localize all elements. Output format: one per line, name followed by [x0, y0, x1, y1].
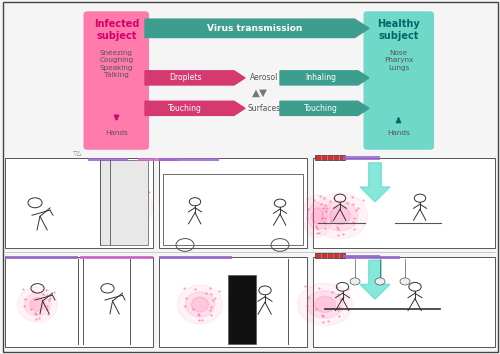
- Polygon shape: [280, 101, 369, 115]
- Ellipse shape: [312, 193, 368, 239]
- Text: Nose
Pharynx
Lungs: Nose Pharynx Lungs: [384, 50, 413, 70]
- Bar: [138, 158, 177, 161]
- Ellipse shape: [322, 201, 358, 231]
- Text: Aerosol: Aerosol: [250, 73, 278, 82]
- Bar: [5, 158, 152, 248]
- Text: Healthy
subject: Healthy subject: [377, 19, 420, 41]
- Text: Sneezing
Coughing
Speaking
Talking: Sneezing Coughing Speaking Talking: [100, 50, 134, 78]
- Bar: [5, 257, 152, 347]
- Ellipse shape: [330, 207, 350, 225]
- Text: Surfaces: Surfaces: [248, 104, 280, 113]
- Bar: [342, 255, 380, 258]
- Bar: [80, 256, 152, 259]
- Circle shape: [350, 278, 360, 285]
- Bar: [315, 155, 345, 160]
- Text: Droplets: Droplets: [169, 73, 201, 82]
- Ellipse shape: [102, 186, 152, 228]
- Bar: [313, 158, 495, 248]
- Ellipse shape: [302, 195, 332, 237]
- Polygon shape: [280, 71, 369, 85]
- Polygon shape: [145, 19, 369, 38]
- Bar: [159, 257, 306, 347]
- Bar: [340, 256, 400, 259]
- Ellipse shape: [24, 293, 50, 316]
- Polygon shape: [145, 71, 245, 85]
- Text: Hands: Hands: [387, 130, 410, 136]
- Text: Hands: Hands: [105, 130, 128, 136]
- Bar: [163, 174, 303, 245]
- Bar: [88, 158, 128, 161]
- Polygon shape: [145, 101, 245, 115]
- Text: Touching: Touching: [168, 104, 202, 113]
- Ellipse shape: [308, 202, 327, 230]
- Ellipse shape: [186, 292, 214, 317]
- Circle shape: [400, 278, 410, 285]
- Text: ▲▼: ▲▼: [252, 88, 268, 98]
- Ellipse shape: [118, 199, 137, 215]
- Ellipse shape: [178, 285, 222, 324]
- FancyBboxPatch shape: [84, 11, 149, 150]
- Bar: [342, 156, 380, 160]
- Ellipse shape: [312, 208, 323, 224]
- Circle shape: [375, 278, 385, 285]
- Text: Inhaling: Inhaling: [306, 73, 336, 82]
- Bar: [100, 160, 148, 245]
- Bar: [228, 275, 256, 344]
- Polygon shape: [360, 260, 390, 299]
- Ellipse shape: [111, 193, 144, 221]
- Ellipse shape: [192, 297, 208, 312]
- Ellipse shape: [307, 291, 343, 318]
- Polygon shape: [360, 163, 390, 202]
- Ellipse shape: [18, 287, 58, 322]
- Bar: [313, 257, 495, 347]
- Bar: [5, 256, 78, 259]
- Ellipse shape: [30, 298, 45, 311]
- Text: Infected
subject: Infected subject: [94, 19, 139, 41]
- Bar: [159, 158, 219, 161]
- Text: ▽△: ▽△: [73, 150, 82, 155]
- Text: Virus transmission: Virus transmission: [208, 24, 302, 33]
- Ellipse shape: [298, 283, 352, 326]
- Ellipse shape: [314, 296, 336, 313]
- Bar: [315, 253, 345, 258]
- Bar: [159, 256, 232, 259]
- FancyBboxPatch shape: [364, 11, 434, 150]
- Bar: [159, 158, 306, 248]
- Text: Touching: Touching: [304, 104, 338, 113]
